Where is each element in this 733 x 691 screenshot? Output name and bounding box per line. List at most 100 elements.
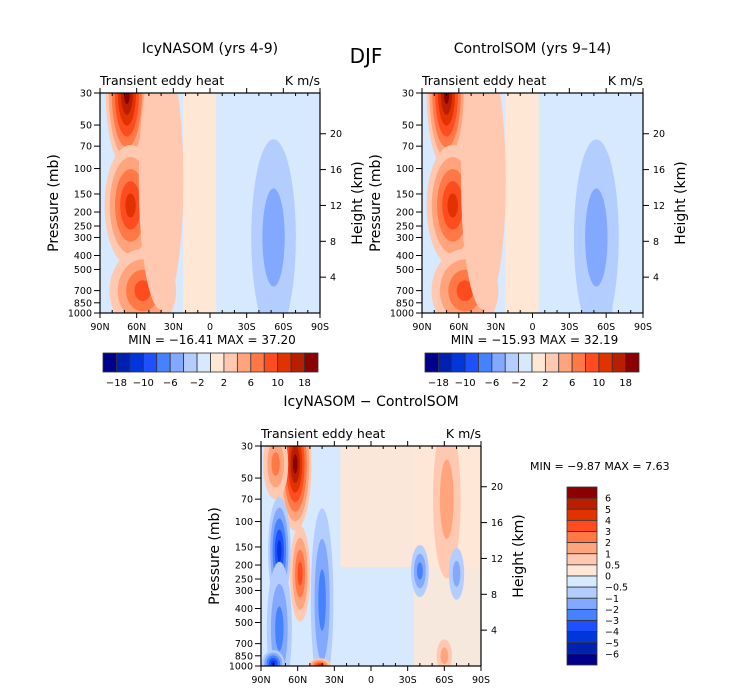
y-tick-label: 250 bbox=[235, 575, 253, 586]
contour-feature bbox=[440, 647, 449, 665]
contour-feature bbox=[447, 193, 458, 218]
y-tick-label: 250 bbox=[396, 222, 414, 233]
y-tick-label: 500 bbox=[396, 265, 414, 276]
contour-band bbox=[505, 93, 539, 313]
x-tick-label: 60S bbox=[435, 675, 453, 686]
x-tick-label: 90N bbox=[412, 322, 431, 333]
y-tick-label: 30 bbox=[80, 89, 92, 100]
contour-feature bbox=[275, 606, 284, 651]
panel-title: ControlSOM (yrs 9–14) bbox=[454, 41, 611, 57]
y-tick-label: 100 bbox=[74, 164, 92, 175]
colorbar-box bbox=[571, 352, 586, 373]
y-right-tick-label: 4 bbox=[653, 273, 659, 284]
colorbar-box bbox=[566, 653, 598, 666]
contour-feature bbox=[297, 561, 303, 586]
colorbar-box bbox=[263, 352, 279, 373]
y-tick-label: 700 bbox=[396, 286, 414, 297]
colorbar-label: 3 bbox=[605, 527, 611, 538]
y-tick-label: 200 bbox=[396, 208, 414, 219]
y-tick-label: 300 bbox=[235, 586, 253, 597]
y-tick-label: 1000 bbox=[390, 309, 414, 320]
y-right-tick-label: 8 bbox=[653, 237, 659, 248]
colorbar-label: 0 bbox=[605, 572, 611, 583]
x-tick-label: 30S bbox=[560, 322, 578, 333]
colorbar-box bbox=[566, 497, 598, 510]
contour-feature bbox=[456, 280, 474, 302]
colorbar-box bbox=[437, 352, 453, 373]
panel-title: IcyNASOM (yrs 4-9) bbox=[142, 41, 278, 57]
colorbar-box bbox=[183, 352, 198, 373]
y-right-axis-label: Height (km) bbox=[350, 161, 366, 244]
chart-panel-3: IcyNASOM − ControlSOM Transient eddy heat… bbox=[207, 394, 670, 686]
y-tick-label: 300 bbox=[396, 233, 414, 244]
colorbar-label: 2 bbox=[605, 538, 611, 549]
colorbar-box bbox=[518, 352, 533, 373]
x-tick-label: 30N bbox=[486, 322, 505, 333]
colorbar-box bbox=[625, 352, 640, 373]
y-tick-label: 1000 bbox=[68, 309, 92, 320]
chart-panel-2: ControlSOM (yrs 9–14) Transient eddy heat… bbox=[368, 41, 689, 389]
min-max-label: MIN = −9.87 MAX = 7.63 bbox=[530, 460, 670, 473]
y-axis-label: Pressure (mb) bbox=[46, 154, 62, 252]
y-right-tick-label: 20 bbox=[330, 129, 342, 140]
colorbar-box bbox=[210, 352, 225, 373]
panel-title: IcyNASOM − ControlSOM bbox=[283, 394, 458, 410]
colorbar-box bbox=[611, 352, 627, 373]
colorbar-label: 2 bbox=[542, 378, 548, 389]
left-string: Transient eddy heat bbox=[260, 426, 385, 441]
x-tick-label: 30S bbox=[238, 322, 256, 333]
x-tick-label: 90N bbox=[90, 322, 109, 333]
colorbar-box bbox=[424, 352, 439, 373]
y-right-tick-label: 12 bbox=[330, 201, 342, 212]
colorbar: −18 −10 −6 −2 2 6 10 18 bbox=[424, 352, 640, 389]
colorbar-label: 18 bbox=[619, 378, 632, 389]
x-tick-label: 60S bbox=[597, 322, 615, 333]
colorbar-label: −0.5 bbox=[605, 583, 628, 594]
colorbar-label: −18 bbox=[428, 378, 449, 389]
contour-feature bbox=[416, 562, 423, 580]
colorbar-box bbox=[464, 352, 479, 373]
y-axis-label: Pressure (mb) bbox=[207, 507, 223, 605]
colorbar-box bbox=[491, 352, 506, 373]
colorbar-box bbox=[504, 352, 520, 373]
min-max-label: MIN = −15.93 MAX = 32.19 bbox=[451, 333, 619, 347]
colorbar-box bbox=[566, 542, 598, 555]
colorbar-box bbox=[250, 352, 265, 373]
y-tick-label: 1000 bbox=[229, 662, 253, 673]
contour-feature bbox=[277, 540, 282, 562]
colorbar-box bbox=[558, 352, 573, 373]
y-right-tick-label: 4 bbox=[491, 626, 497, 637]
y-tick-label: 70 bbox=[402, 142, 414, 153]
colorbar-box bbox=[566, 575, 598, 588]
y-tick-label: 300 bbox=[74, 233, 92, 244]
x-tick-label: 90S bbox=[472, 675, 490, 686]
y-tick-label: 850 bbox=[396, 298, 414, 309]
colorbar-label: 10 bbox=[593, 378, 606, 389]
y-tick-label: 70 bbox=[80, 142, 92, 153]
colorbar-label: 6 bbox=[605, 494, 611, 505]
colorbar-label: −2 bbox=[605, 605, 619, 616]
colorbar-label: −2 bbox=[511, 378, 526, 389]
colorbar: −18 −10 −6 −2 2 6 10 18 bbox=[102, 352, 319, 389]
colorbar-box bbox=[102, 352, 117, 373]
colorbar-box bbox=[566, 486, 598, 499]
colorbar-box bbox=[277, 352, 292, 373]
y-tick-label: 30 bbox=[402, 89, 414, 100]
colorbar-box bbox=[566, 553, 598, 566]
x-tick-label: 60N bbox=[288, 675, 307, 686]
y-tick-label: 50 bbox=[80, 121, 92, 132]
right-string: K m/s bbox=[608, 73, 643, 88]
y-tick-label: 700 bbox=[74, 286, 92, 297]
y-tick-label: 850 bbox=[74, 298, 92, 309]
x-tick-label: 60N bbox=[127, 322, 146, 333]
colorbar-label: 10 bbox=[271, 378, 284, 389]
colorbar-box bbox=[196, 352, 211, 373]
colorbar-box bbox=[566, 519, 598, 532]
y-right-tick-label: 12 bbox=[653, 201, 665, 212]
colorbar-label: 2 bbox=[221, 378, 227, 389]
y-tick-label: 200 bbox=[235, 561, 253, 572]
x-tick-label: 0 bbox=[207, 322, 213, 333]
y-right-axis-label: Height (km) bbox=[511, 514, 527, 597]
